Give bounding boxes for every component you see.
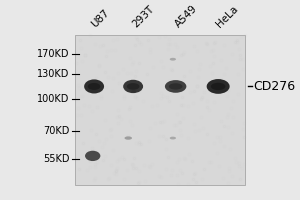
Ellipse shape — [211, 83, 226, 90]
Text: 293T: 293T — [131, 4, 157, 29]
Ellipse shape — [207, 79, 230, 94]
Ellipse shape — [127, 83, 140, 90]
Ellipse shape — [165, 80, 186, 93]
Text: 170KD: 170KD — [37, 49, 70, 59]
Text: CD276: CD276 — [254, 80, 296, 93]
Text: 100KD: 100KD — [37, 94, 70, 104]
Text: A549: A549 — [173, 3, 199, 29]
Ellipse shape — [124, 136, 132, 140]
Ellipse shape — [131, 90, 136, 92]
Ellipse shape — [169, 83, 182, 90]
Text: HeLa: HeLa — [215, 4, 240, 29]
Ellipse shape — [84, 79, 104, 93]
Ellipse shape — [123, 80, 143, 93]
Ellipse shape — [170, 58, 176, 61]
FancyBboxPatch shape — [75, 35, 245, 185]
Ellipse shape — [88, 83, 100, 90]
Ellipse shape — [85, 151, 100, 161]
Text: U87: U87 — [89, 7, 111, 29]
Text: 130KD: 130KD — [37, 69, 70, 79]
Text: 55KD: 55KD — [43, 154, 70, 164]
Text: 70KD: 70KD — [43, 126, 70, 136]
Ellipse shape — [170, 137, 176, 139]
